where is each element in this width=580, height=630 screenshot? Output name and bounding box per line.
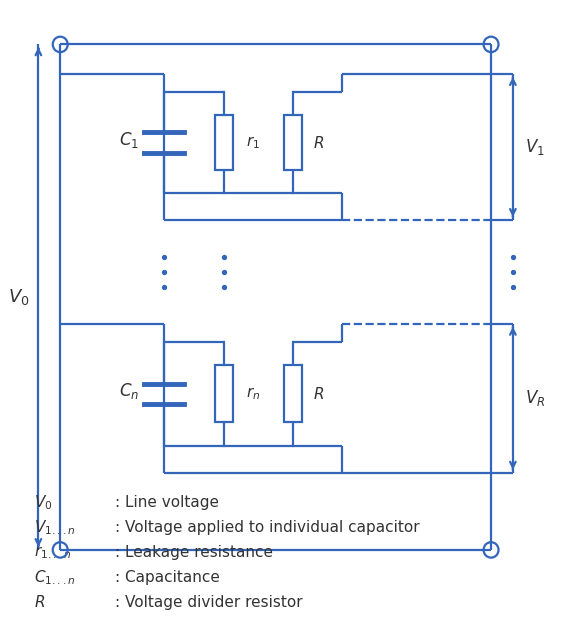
Bar [215,365,233,423]
Text: $V_0$: $V_0$ [34,493,53,512]
Text: $r_n$: $r_n$ [246,386,260,402]
Text: $r_{1...n}$: $r_{1...n}$ [34,544,72,561]
Bar [284,365,302,423]
Text: $r_1$: $r_1$ [246,134,260,151]
Text: : Voltage applied to individual capacitor: : Voltage applied to individual capacito… [115,520,419,535]
Text: $C_1$: $C_1$ [119,130,139,149]
Text: : Line voltage: : Line voltage [115,495,219,510]
Text: $C_{1...n}$: $C_{1...n}$ [34,568,76,587]
Text: $V_1$: $V_1$ [525,137,545,157]
Bar [215,115,233,170]
Text: $V_R$: $V_R$ [524,388,545,408]
Text: $R$: $R$ [313,386,324,402]
Text: : Voltage divider resistor: : Voltage divider resistor [115,595,302,610]
Text: R: R [34,595,45,610]
Text: $C_n$: $C_n$ [119,381,139,401]
Text: $V_{1...n}$: $V_{1...n}$ [34,518,76,537]
Text: : Capacitance: : Capacitance [115,570,220,585]
Text: $V_0$: $V_0$ [8,287,29,307]
Text: : Leakage resistance: : Leakage resistance [115,545,273,560]
Text: $R$: $R$ [313,135,324,151]
Bar [284,115,302,170]
